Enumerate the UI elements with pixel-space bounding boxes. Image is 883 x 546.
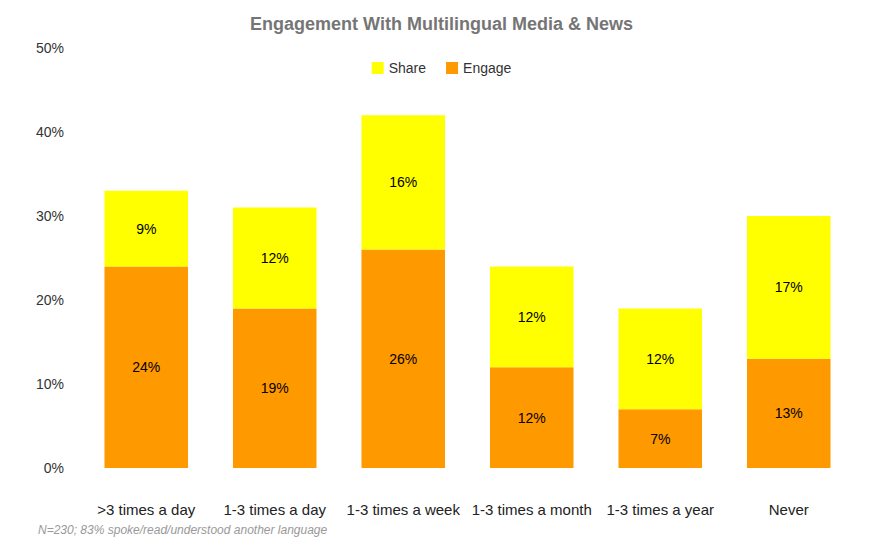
svg-text:1-3 times a day: 1-3 times a day [223, 501, 326, 518]
svg-text:Never: Never [769, 501, 809, 518]
svg-text:1-3 times a week: 1-3 times a week [347, 501, 461, 518]
svg-text:26%: 26% [389, 351, 417, 367]
svg-text:16%: 16% [389, 174, 417, 190]
svg-text:1-3 times a year: 1-3 times a year [606, 501, 714, 518]
svg-text:>3 times a day: >3 times a day [97, 501, 195, 518]
svg-text:7%: 7% [650, 431, 670, 447]
svg-text:Engagement With Multilingual M: Engagement With Multilingual Media & New… [250, 14, 633, 34]
svg-text:13%: 13% [775, 405, 803, 421]
svg-text:17%: 17% [775, 279, 803, 295]
svg-text:Share: Share [389, 60, 427, 76]
svg-text:24%: 24% [132, 359, 160, 375]
svg-text:12%: 12% [518, 410, 546, 426]
svg-text:Engage: Engage [463, 60, 511, 76]
svg-text:0%: 0% [44, 460, 64, 476]
svg-text:12%: 12% [646, 351, 674, 367]
svg-text:10%: 10% [36, 376, 64, 392]
svg-text:N=230; 83% spoke/read/understo: N=230; 83% spoke/read/understood another… [38, 523, 328, 537]
svg-text:40%: 40% [36, 124, 64, 140]
svg-text:9%: 9% [136, 221, 156, 237]
svg-text:30%: 30% [36, 208, 64, 224]
svg-text:19%: 19% [261, 380, 289, 396]
svg-text:12%: 12% [261, 250, 289, 266]
svg-text:50%: 50% [36, 40, 64, 56]
svg-text:12%: 12% [518, 309, 546, 325]
svg-text:20%: 20% [36, 292, 64, 308]
svg-text:1-3 times a month: 1-3 times a month [472, 501, 592, 518]
